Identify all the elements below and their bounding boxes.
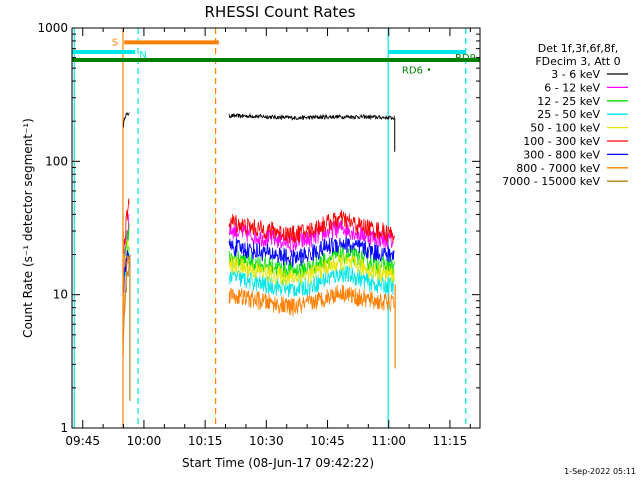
x-tick-label-6: 11:15 [433,434,468,448]
chart-title: RHESSI Count Rates [205,3,356,21]
state-bar-label-0: S [112,37,118,48]
legend-label-0: 3 - 6 keV [551,68,600,81]
x-tick-label-0: 09:45 [65,434,100,448]
series-group [122,112,396,401]
legend-label-3: 25 - 50 keV [537,108,600,121]
series-line-7-1 [228,284,395,317]
legend-label-2: 12 - 25 keV [537,95,600,108]
y-axis: 1 10 100 1000 [37,21,480,435]
series-line-3-1 [228,265,395,298]
series-line-5-1 [228,209,395,244]
legend-label-4: 50 - 100 keV [530,122,600,135]
x-axis-label: Start Time (08-Jun-17 09:42:22) [182,456,374,470]
y-tick-label-0: 1 [60,421,68,435]
x-tick-label-1: 10:00 [127,434,162,448]
y-tick-label-1: 10 [53,288,68,302]
legend-header-1: FDecim 3, Att 0 [535,55,620,68]
legend-label-5: 100 - 300 keV [523,135,600,148]
legend-header-0: Det 1f,3f,6f,8f, [538,42,619,55]
x-tick-label-3: 10:30 [249,434,284,448]
footer-timestamp: 1-Sep-2022 05:11 [564,467,636,476]
state-bar-label-1: N [139,50,146,61]
x-axis: 09:45 10:00 10:15 10:30 10:45 11:00 11:15 [65,28,471,448]
x-tick-label-5: 11:00 [371,434,406,448]
series-line-0-0 [123,112,130,128]
legend-label-7: 800 - 7000 keV [516,162,600,175]
point-marker-0 [427,68,431,71]
series-line-8-0 [123,261,130,341]
legend-label-6: 300 - 800 keV [523,148,600,161]
legend-label-1: 6 - 12 keV [544,81,600,94]
attenuator-bars: S N RD9 RD6 [72,37,480,77]
series-line-4-1 [228,254,395,286]
series-line-0-1 [228,112,395,121]
state-bar-label-3: RD9 [455,53,476,64]
point-label-0: RD6 [402,66,423,77]
y-tick-label-3: 1000 [37,21,68,35]
x-tick-label-4: 10:45 [310,434,345,448]
series-line-6-1 [228,236,395,268]
plot-frame [71,27,481,429]
legend-label-8: 7000 - 15000 keV [502,175,600,188]
legend: Det 1f,3f,6f,8f,FDecim 3, Att 03 - 6 keV… [502,42,628,188]
series-line-5-0 [123,198,130,254]
series-line-7-0 [123,255,130,333]
y-tick-label-2: 100 [45,154,68,168]
x-tick-label-2: 10:15 [188,434,223,448]
series-line-6-0 [123,250,130,294]
y-axis-label: Count Rate (s⁻¹ detector segment⁻¹) [21,118,35,338]
